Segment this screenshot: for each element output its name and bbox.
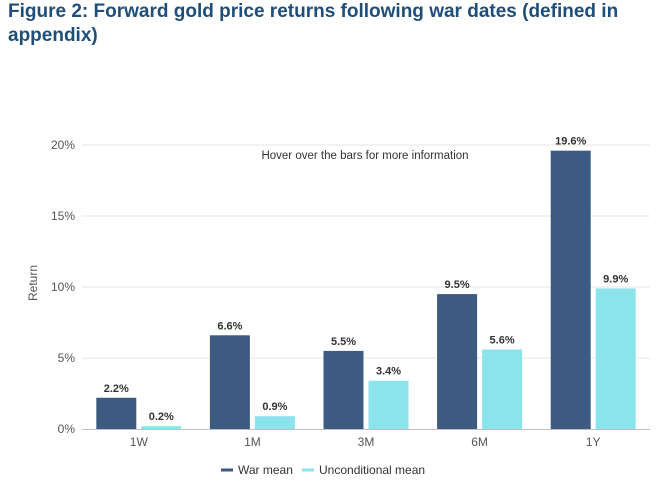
data-label-war-mean-3m: 5.5%: [331, 336, 356, 348]
bars: [96, 150, 636, 429]
data-label-war-mean-6m: 9.5%: [445, 279, 470, 291]
data-label-unconditional-mean-3m: 3.4%: [376, 366, 401, 378]
y-tick-label: 0%: [58, 422, 76, 436]
legend-label-war-mean[interactable]: War mean: [238, 463, 293, 477]
y-tick-label: 15%: [51, 209, 75, 223]
data-label-unconditional-mean-1y: 9.9%: [603, 273, 628, 285]
data-label-unconditional-mean-6m: 5.6%: [490, 334, 515, 346]
x-tick-label: 3M: [358, 435, 375, 449]
data-label-unconditional-mean-1w: 0.2%: [149, 411, 174, 423]
bar-war-mean-1y[interactable]: [550, 150, 591, 429]
x-tick-label: 6M: [471, 435, 488, 449]
bar-war-mean-3m[interactable]: [323, 350, 364, 429]
y-tick-label: 5%: [58, 351, 76, 365]
x-tick-label: 1W: [130, 435, 149, 449]
y-tick-label: 20%: [51, 138, 75, 152]
bar-unconditional-mean-1m[interactable]: [254, 416, 295, 429]
bar-unconditional-mean-3m[interactable]: [368, 380, 409, 429]
hover-hint: Hover over the bars for more information: [261, 150, 468, 162]
bar-war-mean-6m[interactable]: [437, 294, 478, 429]
x-tick-label: 1M: [244, 435, 261, 449]
legend-label-unconditional-mean[interactable]: Unconditional mean: [319, 463, 425, 477]
bar-unconditional-mean-1w[interactable]: [141, 426, 182, 429]
y-axis-title: Return: [26, 265, 40, 301]
data-label-war-mean-1y: 19.6%: [555, 136, 586, 148]
data-label-war-mean-1m: 6.6%: [217, 320, 242, 332]
y-axis-ticks: 0% 5% 10% 15% 20%: [51, 138, 75, 436]
y-tick-label: 10%: [51, 280, 75, 294]
data-label-war-mean-1w: 2.2%: [104, 383, 129, 395]
bar-unconditional-mean-6m[interactable]: [482, 349, 523, 429]
data-label-unconditional-mean-1m: 0.9%: [262, 401, 287, 413]
bar-war-mean-1m[interactable]: [209, 335, 250, 429]
data-labels: 2.2% 0.2% 6.6% 0.9% 5.5% 3.4% 9.5% 5.6% 19.6% 9.9…: [104, 136, 629, 423]
legend: War mean Unconditional mean: [221, 463, 425, 477]
x-axis-ticks: 1W 1M 3M 6M 1Y: [130, 435, 601, 449]
figure-title: Figure 2: Forward gold price returns fol…: [8, 1, 619, 46]
bar-war-mean-1w[interactable]: [96, 397, 137, 429]
x-tick-label: 1Y: [586, 435, 601, 449]
bar-unconditional-mean-1y[interactable]: [595, 288, 636, 429]
